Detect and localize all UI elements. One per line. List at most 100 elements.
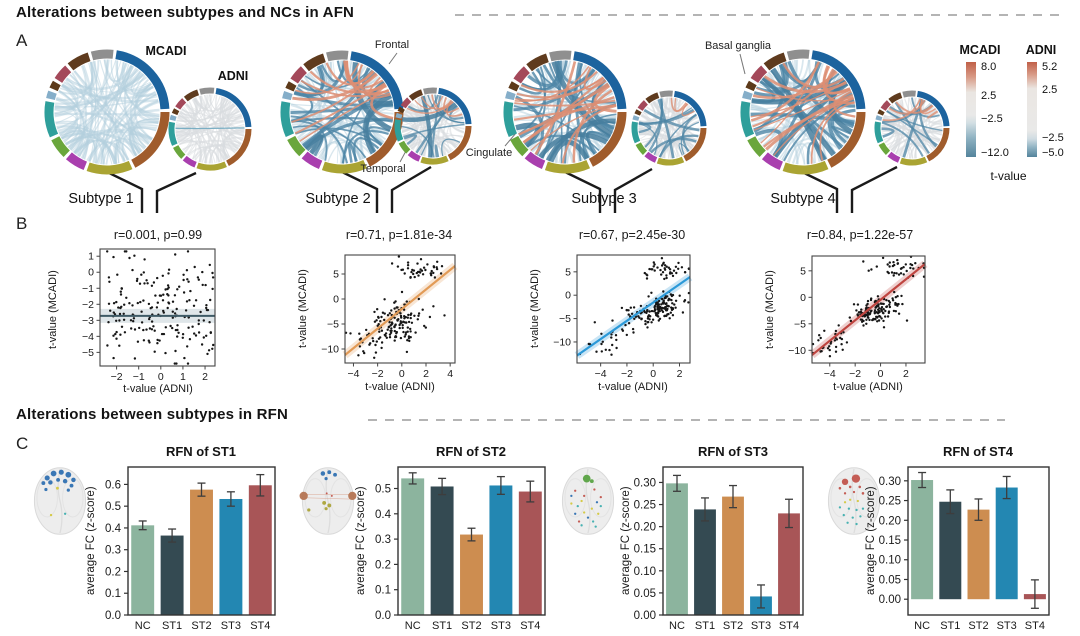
colorbar-tick-label: 2.5 [981,90,997,103]
scatter-plot-subtype3: −4 −2 0 2 5 0 −5 −10 [553,254,693,380]
panel-b-label: B [16,214,28,233]
svg-text:0.4: 0.4 [105,523,122,535]
colorbar-caption: t-value [990,169,1027,183]
svg-text:0.30: 0.30 [879,476,901,488]
barchart1-title: RFN of ST1 [165,444,237,459]
colorbar-tick-label: 8.0 [981,60,997,73]
svg-text:ST2: ST2 [191,620,211,632]
svg-text:ST3: ST3 [751,620,771,632]
scatter3-ylabel: t-value (MCADI) [529,269,541,349]
scatter-plot-subtype1: −2 −1 0 1 2 1 0 −1 −2 −3 −4 −5 [82,248,216,383]
colorbar-adni-title: ADNI [1025,43,1057,57]
svg-text:1: 1 [88,251,94,263]
svg-text:0.15: 0.15 [879,535,901,547]
barchart1-ylabel: average FC (z-score) [85,486,97,596]
scatter4-title: r=0.84, p=1.22e-57 [806,228,914,242]
svg-text:0.10: 0.10 [879,555,901,567]
chord-diagram-subtype2-adni [394,87,472,165]
subtype-2-label: Subtype 2 [305,191,371,207]
svg-text:0.00: 0.00 [879,594,901,606]
colorbar-mcadi-title: MCADI [959,43,1001,57]
svg-text:−2: −2 [82,299,94,311]
svg-text:0.25: 0.25 [879,496,901,508]
chord-diagram-subtype3-adni [631,90,707,166]
colorbar-tick-label: 5.2 [1042,60,1058,73]
svg-text:0.30: 0.30 [634,477,656,489]
svg-text:0.1: 0.1 [375,585,391,597]
svg-text:2: 2 [202,371,208,383]
svg-text:ST2: ST2 [723,620,743,632]
colorbar-mcadi-gradient [966,62,976,157]
cingulate-annotation: Cingulate [465,147,513,159]
svg-text:4: 4 [447,368,453,380]
svg-text:ST4: ST4 [779,620,799,632]
bar-chart-rfn-st4: NC ST1 ST2 ST3 ST4 0.00 0.05 0.10 0.15 0.20 0.25 0.… [879,466,1050,632]
svg-text:−2: −2 [849,368,861,380]
svg-text:2: 2 [677,368,683,380]
svg-text:5: 5 [565,266,571,278]
section-rfn-title: Alterations between subtypes in RFN [16,406,289,423]
frontal-annotation: Frontal [374,39,410,51]
svg-text:0.4: 0.4 [375,509,392,521]
svg-text:0: 0 [878,368,884,380]
chord-diagram-subtype3-mcadi [503,50,627,174]
svg-text:0: 0 [88,267,94,279]
svg-text:0.1: 0.1 [105,588,121,600]
barchart3-title: RFN of ST3 [697,444,769,459]
subtype-4-label: Subtype 4 [770,191,836,207]
chord-diagram-subtype4-adni [874,90,950,166]
scatter1-ylabel: t-value (MCADI) [47,270,59,349]
svg-text:−4: −4 [595,368,607,380]
colorbar-adni-gradient [1027,62,1037,157]
scatter3-title: r=0.67, p=2.45e-30 [578,228,686,242]
section-rfn-dashed-divider [368,419,1005,421]
svg-text:ST2: ST2 [461,620,481,632]
colorbar-tick-label: −2.5 [981,113,1003,125]
svg-text:−1: −1 [133,371,145,383]
section-afn-dashed-divider [455,14,1062,16]
brain-map-st1 [33,467,87,535]
svg-text:−1: −1 [82,283,94,295]
svg-text:0.5: 0.5 [105,501,121,513]
svg-text:−4: −4 [347,368,359,380]
chord-diagram-subtype1-adni [168,87,252,171]
svg-text:5: 5 [333,269,339,281]
svg-text:0.2: 0.2 [105,566,121,578]
svg-text:0.5: 0.5 [375,484,391,496]
svg-text:−5: −5 [327,319,339,331]
svg-text:−5: −5 [82,347,94,359]
svg-text:0.3: 0.3 [375,534,391,546]
adni-column-label: ADNI [217,69,249,83]
svg-text:−4: −4 [824,368,836,380]
scatter-plot-subtype4: −4 −2 0 2 5 0 −5 −10 [788,255,928,380]
brain-map-st3 [561,467,615,535]
scatter1-title: r=0.001, p=0.99 [113,228,203,242]
svg-text:−3: −3 [82,315,94,327]
svg-text:ST4: ST4 [520,620,540,632]
svg-text:0.3: 0.3 [105,545,121,557]
colorbar-tick-label: −12.0 [981,147,1009,160]
svg-text:0: 0 [800,292,806,304]
svg-text:0.20: 0.20 [634,522,656,534]
svg-text:0.15: 0.15 [634,544,656,556]
colorbar-tick-label: −5.0 [1042,147,1064,160]
svg-text:ST1: ST1 [695,620,715,632]
basal-ganglia-annotation: Basal ganglia [704,40,772,52]
svg-text:0: 0 [158,371,164,383]
scatter3-xlabel: t-value (ADNI) [598,381,668,393]
svg-text:−2: −2 [111,371,123,383]
svg-text:2: 2 [903,368,909,380]
subtype-3-label: Subtype 3 [571,191,637,207]
svg-text:ST4: ST4 [250,620,270,632]
colorbar-mcadi: 8.0 2.5 −2.5 −12.0 [966,60,1022,160]
svg-text:0.05: 0.05 [634,588,656,600]
mcadi-column-label: MCADI [145,44,187,58]
svg-text:0.25: 0.25 [634,500,656,512]
scatter4-xlabel: t-value (ADNI) [833,381,903,393]
scatter2-ylabel: t-value (MCADI) [297,269,309,349]
subtype-1-label: Subtype 1 [68,191,134,207]
colorbar-tick-label: 2.5 [1042,83,1058,96]
svg-text:0: 0 [650,368,656,380]
svg-text:−4: −4 [82,331,94,343]
